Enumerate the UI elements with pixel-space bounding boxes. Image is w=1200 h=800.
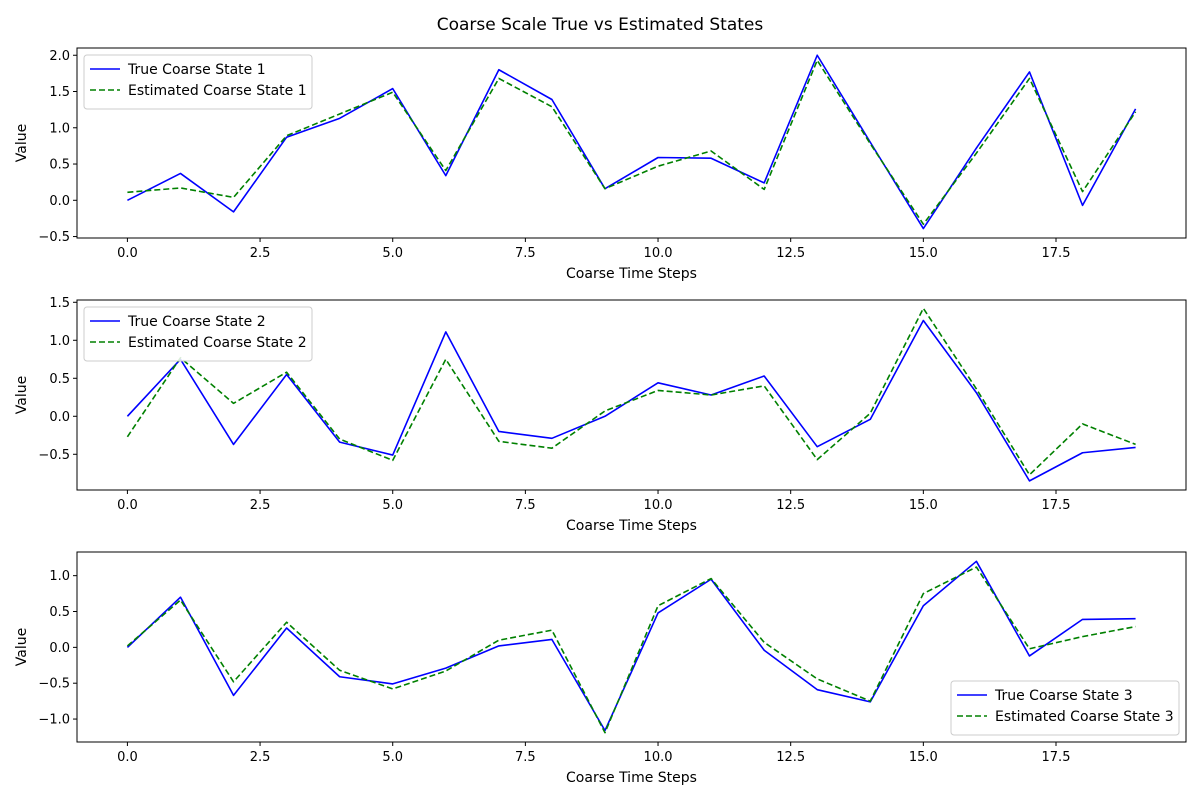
legend-label: True Coarse State 3 (994, 688, 1133, 704)
y-tick-label: 0.0 (49, 641, 70, 656)
y-tick-label: 0.5 (49, 605, 70, 620)
y-tick-label: 1.0 (49, 334, 70, 349)
x-tick-label: 17.5 (1042, 498, 1071, 513)
x-tick-label: 10.0 (644, 246, 673, 261)
y-tick-label: −1.0 (38, 713, 70, 728)
x-tick-label: 10.0 (644, 750, 673, 765)
x-tick-label: 17.5 (1042, 750, 1071, 765)
x-tick-label: 12.5 (776, 498, 805, 513)
legend-box (950, 680, 1180, 736)
x-tick-label: 7.5 (515, 750, 536, 765)
x-tick-label: 10.0 (644, 498, 673, 513)
x-tick-label: 0.0 (117, 750, 138, 765)
series-line-1-1 (127, 54, 1137, 230)
y-tick-label: 1.5 (49, 85, 70, 100)
x-tick-label: 2.5 (250, 246, 271, 261)
y-tick-label: 1.0 (49, 121, 70, 136)
x-tick-label: 15.0 (909, 750, 938, 765)
charts: 0.0 2.5 5.0 7.5 10.0 12.5 15.0 17.5 −0.5 0.0 0.5 1.… (14, 47, 1187, 786)
figure-title: Coarse Scale True vs Estimated States (437, 15, 764, 35)
y-tick-label: 2.0 (49, 49, 70, 64)
legend-box (83, 54, 313, 110)
legend-2: True Coarse State 2 Estimated Coarse Stat… (83, 306, 313, 362)
series-line-2-1 (126, 319, 1136, 482)
x-axis-label: Coarse Time Steps (566, 770, 697, 786)
subplot-3: 0.0 2.5 5.0 7.5 10.0 12.5 15.0 17.5 −1.0 −0.5 0.0 0… (14, 551, 1187, 786)
y-tick-label: 1.5 (49, 296, 70, 311)
x-tick-label: 15.0 (909, 498, 938, 513)
legend-box (83, 306, 313, 362)
x-tick-label: 12.5 (776, 750, 805, 765)
x-tick-label: 12.5 (776, 246, 805, 261)
legend-label: True Coarse State 2 (127, 314, 266, 330)
y-axis-label: Value (14, 628, 30, 666)
legend-label: True Coarse State 1 (127, 62, 266, 78)
x-tick-label: 7.5 (515, 498, 536, 513)
legend-label: Estimated Coarse State 1 (128, 83, 307, 99)
series-line-3-1 (126, 560, 1136, 732)
y-tick-label: 0.5 (49, 372, 70, 387)
subplot-1: 0.0 2.5 5.0 7.5 10.0 12.5 15.0 17.5 −0.5 0.0 0.5 1.… (14, 47, 1187, 282)
x-tick-label: 17.5 (1042, 246, 1071, 261)
x-axis-label: Coarse Time Steps (566, 518, 697, 534)
legend-1: True Coarse State 1 Estimated Coarse Stat… (83, 54, 313, 110)
y-tick-label: 0.0 (49, 410, 70, 425)
x-tick-label: 0.0 (117, 246, 138, 261)
y-axis-label: Value (14, 124, 30, 162)
y-tick-label: 0.5 (49, 158, 70, 173)
x-tick-label: 7.5 (515, 246, 536, 261)
y-axis-label: Value (14, 376, 30, 414)
y-tick-label: −0.5 (38, 677, 70, 692)
series-line-1-2 (127, 59, 1137, 226)
y-tick-label: 0.0 (49, 194, 70, 209)
legend-label: Estimated Coarse State 2 (128, 335, 307, 351)
axes-frame-2 (76, 299, 1187, 491)
axes-frame-1 (76, 47, 1187, 239)
series-line-3-2 (126, 566, 1136, 734)
y-tick-label: −0.5 (38, 448, 70, 463)
x-axis-label: Coarse Time Steps (566, 266, 697, 282)
x-tick-label: 5.0 (382, 750, 403, 765)
legend-label: Estimated Coarse State 3 (995, 709, 1174, 725)
y-tick-label: −0.5 (38, 230, 70, 245)
x-tick-label: 15.0 (909, 246, 938, 261)
x-tick-label: 0.0 (117, 498, 138, 513)
x-tick-label: 2.5 (250, 750, 271, 765)
legend-3: True Coarse State 3 Estimated Coarse Stat… (950, 680, 1180, 736)
subplot-2: 0.0 2.5 5.0 7.5 10.0 12.5 15.0 17.5 −0.5 0.0 0.5 1.… (14, 296, 1187, 534)
x-tick-label: 2.5 (250, 498, 271, 513)
x-tick-label: 5.0 (382, 246, 403, 261)
x-tick-label: 5.0 (382, 498, 403, 513)
y-tick-label: 1.0 (49, 569, 70, 584)
